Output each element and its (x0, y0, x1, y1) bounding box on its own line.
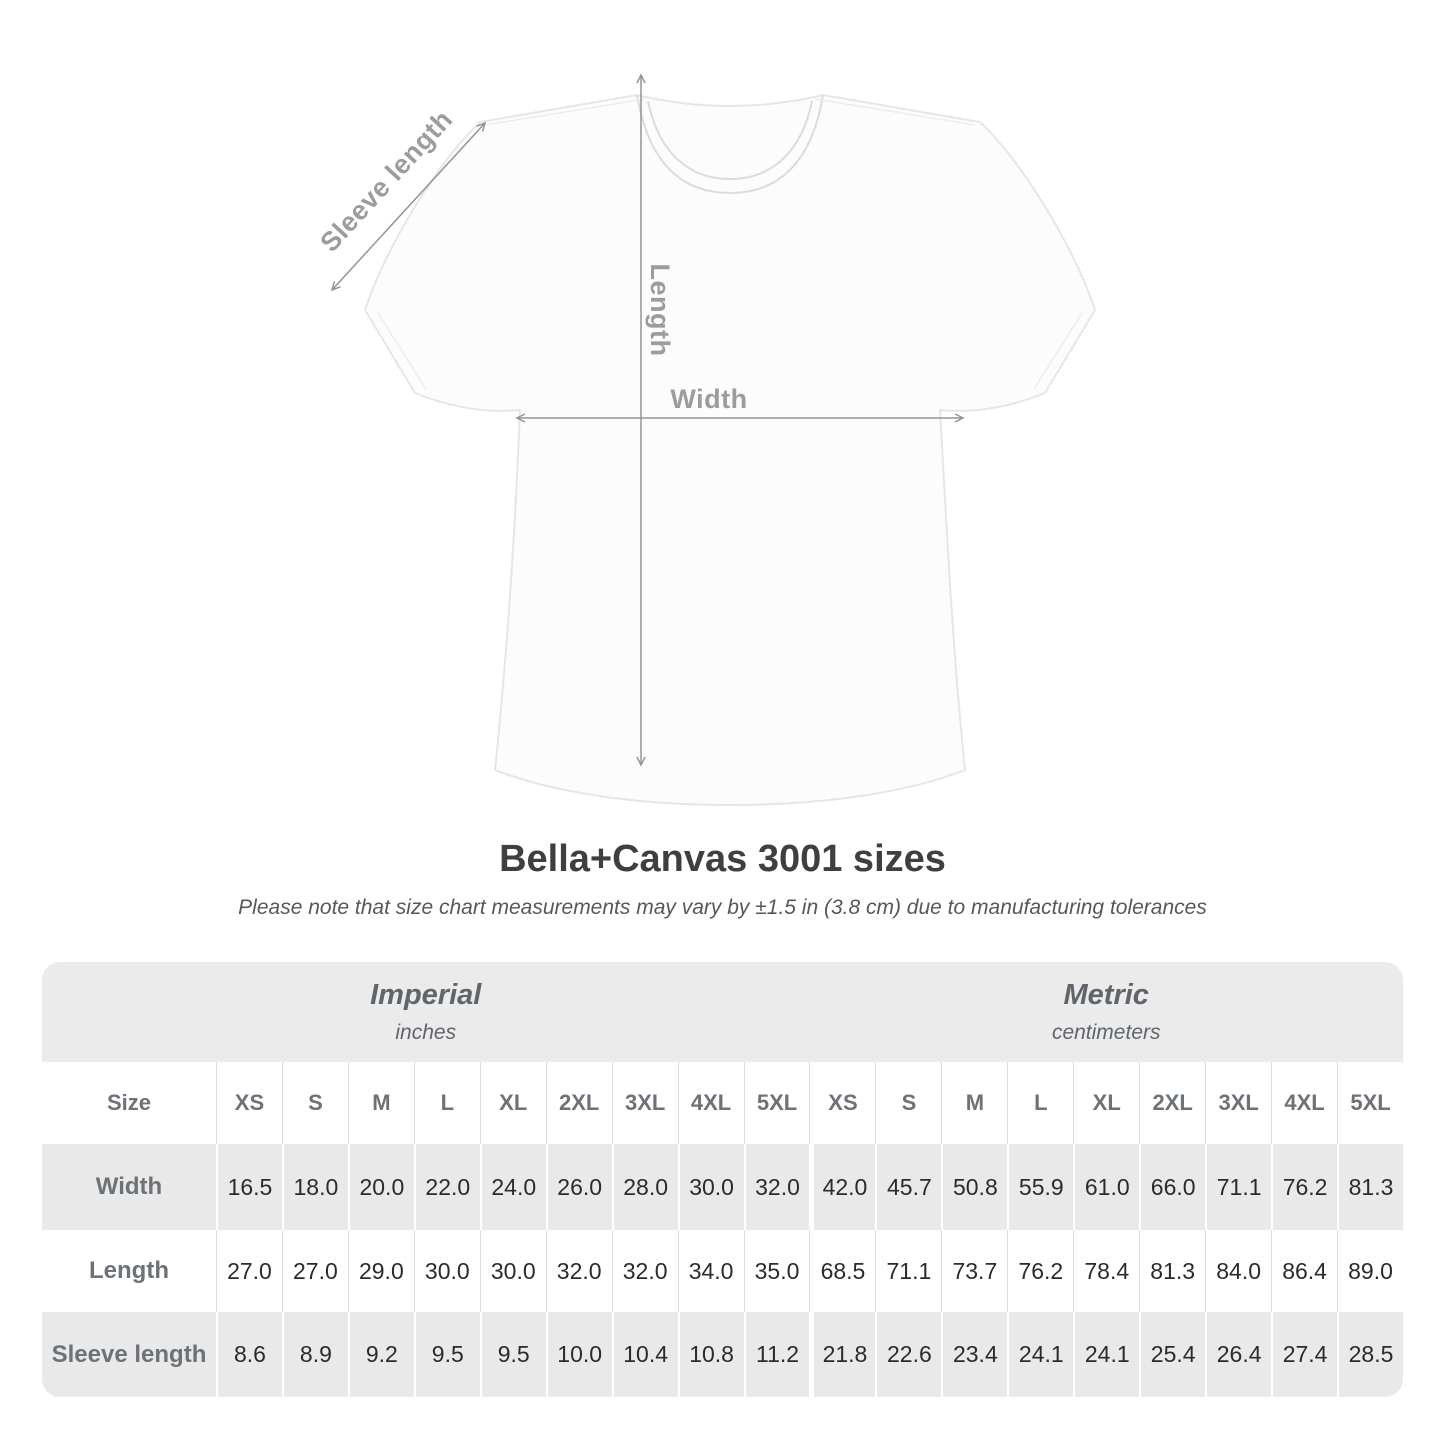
value-cell: 18.0 (281, 1144, 348, 1230)
value-cell: 66.0 (1139, 1144, 1206, 1230)
value-cell: 20.0 (347, 1144, 414, 1230)
column-header: 3XL (1205, 1062, 1272, 1144)
value-cell: 61.0 (1073, 1144, 1140, 1230)
right-cuff-seam (1033, 312, 1083, 390)
value-cell: 86.4 (1271, 1230, 1337, 1312)
value-cell: 10.8 (677, 1312, 744, 1397)
length-label: Length (645, 264, 675, 357)
value-cell: 8.9 (281, 1312, 348, 1397)
value-cell: 24.1 (1007, 1312, 1074, 1397)
value-cell: 24.1 (1073, 1312, 1140, 1397)
column-header: 5XL (1337, 1062, 1403, 1144)
left-cuff-seam (377, 312, 427, 390)
row-label-width: Width (42, 1144, 216, 1230)
size-table: Imperial inches Metric centimeters Size … (42, 962, 1403, 1397)
column-header: 2XL (545, 1062, 612, 1144)
imperial-unit: inches (395, 1021, 457, 1044)
column-header: 3XL (611, 1062, 678, 1144)
value-cell: 25.4 (1139, 1312, 1206, 1397)
value-cell: 22.0 (413, 1144, 480, 1230)
value-cell: 84.0 (1205, 1230, 1271, 1312)
value-cell: 9.2 (347, 1312, 414, 1397)
value-cell: 35.0 (743, 1230, 810, 1312)
column-header: 5XL (743, 1062, 810, 1144)
tshirt-measurement-diagram: Sleeve length Length Width (314, 73, 1097, 807)
value-cell: 68.5 (809, 1230, 875, 1312)
value-cell: 81.3 (1139, 1230, 1205, 1312)
value-cell: 76.2 (1007, 1230, 1073, 1312)
value-cell: 45.7 (875, 1144, 942, 1230)
row-label-length: Length (89, 1257, 169, 1284)
value-cell: 30.0 (413, 1230, 480, 1312)
value-cell: 29.0 (347, 1230, 414, 1312)
value-cell: 78.4 (1073, 1230, 1139, 1312)
value-cell: 73.7 (941, 1230, 1007, 1312)
value-cell: 71.1 (875, 1230, 941, 1312)
value-cell: 10.0 (545, 1312, 612, 1397)
value-cell: 30.0 (677, 1144, 744, 1230)
value-cell: 11.2 (743, 1312, 810, 1397)
value-cell: 27.0 (281, 1230, 348, 1312)
metric-group-header: Metric centimeters (809, 962, 1403, 1062)
column-header: 4XL (677, 1062, 744, 1144)
value-cell: 34.0 (677, 1230, 744, 1312)
chart-subtitle: Please note that size chart measurements… (238, 896, 1207, 919)
value-cell: 42.0 (809, 1144, 876, 1230)
value-cell: 16.5 (216, 1144, 282, 1230)
value-cell: 28.5 (1337, 1312, 1403, 1397)
column-header: M (941, 1062, 1008, 1144)
sleeve-length-arrow (330, 121, 487, 292)
imperial-label: Imperial (370, 979, 482, 1011)
column-header: XS (809, 1062, 876, 1144)
column-header: L (1007, 1062, 1074, 1144)
value-cell: 22.6 (875, 1312, 942, 1397)
column-header: XL (1073, 1062, 1140, 1144)
chart-title: Bella+Canvas 3001 sizes (499, 838, 946, 880)
value-cell: 30.0 (479, 1230, 546, 1312)
value-cell: 89.0 (1337, 1230, 1403, 1312)
row-label-sleeve-length: Sleeve length (42, 1312, 216, 1397)
value-cell: 71.1 (1205, 1144, 1272, 1230)
tshirt-body (363, 93, 1097, 807)
value-cell: 24.0 (479, 1144, 546, 1230)
value-cell: 10.4 (611, 1312, 678, 1397)
imperial-group-header: Imperial inches (42, 962, 810, 1062)
value-cell: 32.0 (743, 1144, 810, 1230)
left-shoulder-seam (484, 98, 646, 126)
size-header-cell: Size (42, 1062, 216, 1144)
value-cell: 50.8 (941, 1144, 1008, 1230)
column-header: 2XL (1139, 1062, 1206, 1144)
value-cell: 26.4 (1205, 1312, 1272, 1397)
column-header: S (875, 1062, 942, 1144)
value-cell: 9.5 (413, 1312, 480, 1397)
width-label: Width (670, 384, 747, 414)
right-shoulder-seam (814, 98, 976, 126)
value-cell: 55.9 (1007, 1144, 1074, 1230)
column-header: M (347, 1062, 414, 1144)
value-cell: 27.4 (1271, 1312, 1338, 1397)
value-cell: 76.2 (1271, 1144, 1338, 1230)
value-cell: 8.6 (216, 1312, 282, 1397)
tshirt-graphic (363, 93, 1097, 807)
value-cell: 9.5 (479, 1312, 546, 1397)
metric-label: Metric (1063, 979, 1149, 1011)
heading-block: Bella+Canvas 3001 sizes Please note that… (0, 838, 1445, 920)
metric-unit: centimeters (1051, 1021, 1161, 1044)
collar-band-outer (636, 94, 824, 195)
value-cell: 21.8 (809, 1312, 876, 1397)
value-cell: 81.3 (1337, 1144, 1403, 1230)
collar-band-inner (647, 100, 813, 181)
value-cell: 32.0 (545, 1230, 612, 1312)
value-cell: 28.0 (611, 1144, 678, 1230)
value-cell: 23.4 (941, 1312, 1008, 1397)
column-header: L (413, 1062, 480, 1144)
column-header: S (281, 1062, 348, 1144)
value-cell: 27.0 (216, 1230, 282, 1312)
column-header: XS (216, 1062, 282, 1144)
column-header: XL (479, 1062, 546, 1144)
value-cell: 26.0 (545, 1144, 612, 1230)
column-header: 4XL (1271, 1062, 1338, 1144)
value-cell: 32.0 (611, 1230, 678, 1312)
